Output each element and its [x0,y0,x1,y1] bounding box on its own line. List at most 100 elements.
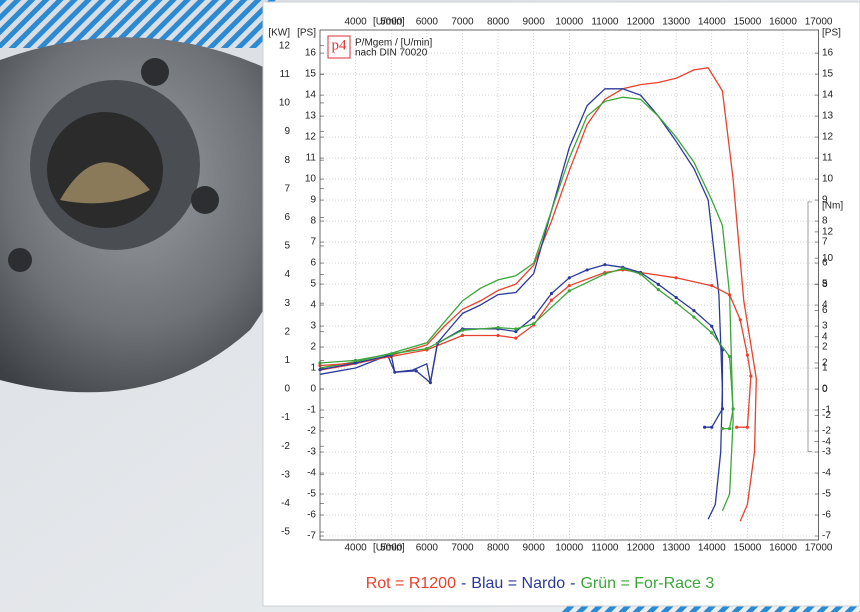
y-tick-label: 12 [279,40,291,51]
axis-bracket [807,201,812,453]
data-point [710,324,714,328]
series-line [319,267,734,430]
data-point [549,291,554,296]
x-tick-label: 10000 [555,17,583,28]
y-tick-label: 6 [822,258,828,269]
data-point [727,293,732,297]
data-point [389,352,393,356]
data-point [603,272,607,276]
data-point [585,268,589,272]
y-tick-label: 3 [310,321,316,332]
y-tick-label: 6 [284,212,290,223]
chart-subtitle: nach DIN 70020 [355,48,428,59]
y-tick-label: 8 [822,216,828,227]
y-tick-label: 4 [822,331,828,342]
y-tick-label: 8 [822,279,828,290]
y-tick-label: -4 [822,468,831,479]
data-point [460,328,465,332]
y-tick-label: -3 [281,469,290,480]
y-tick-label: 13 [822,111,834,122]
y-tick-label: 0 [284,384,290,395]
y-tick-label: 10 [305,174,317,185]
y-tick-label: 1 [284,355,290,366]
legend-entry: Grün = For-Race 3 [580,575,714,592]
data-point [428,381,433,385]
y-tick-label: 2 [822,358,828,369]
x-tick-label: 11000 [591,543,619,554]
data-point [674,276,678,280]
y-axis-label: [PS] [297,28,316,39]
y-tick-label: -5 [307,489,316,500]
y-tick-label: 0 [822,384,828,395]
y-tick-label: 0 [822,384,828,395]
data-point [749,374,753,378]
plot-frame [319,29,820,541]
data-point [727,426,732,431]
y-tick-label: 1 [310,363,316,374]
x-tick-label: 7000 [451,17,474,28]
y-tick-label: -1 [822,405,831,416]
y-tick-label: 10 [822,174,834,185]
data-point [514,336,518,340]
y-tick-label: 1 [822,363,828,374]
y-tick-label: 3 [822,321,828,332]
y-tick-label: -1 [281,412,290,423]
data-point [393,370,397,374]
data-point [703,425,707,429]
x-tick-label: 8000 [487,17,510,28]
y-tick-label: 7 [310,237,316,248]
y-tick-label: 4 [822,300,828,311]
x-tick-label: 17000 [805,17,833,28]
y-tick-label: 2 [822,342,828,353]
y-tick-label: 15 [305,69,317,80]
data-point [710,284,714,288]
legend-entry: Rot = R1200 [366,575,456,592]
y-axis-label: [Nm] [822,201,843,212]
y-tick-label: 16 [305,48,317,59]
x-tick-label: 4000 [344,17,367,28]
data-point [745,425,749,429]
y-tick-label: -4 [281,498,290,509]
y-tick-label: -7 [822,531,831,542]
y-axis-label: [PS] [822,28,841,39]
data-point [514,329,518,334]
y-tick-label: 8 [284,155,290,166]
y-tick-label: 4 [284,269,290,280]
data-point [710,425,714,429]
legend-separator: - [461,575,466,592]
logo: p4 [332,37,348,53]
y-tick-label: -5 [281,527,290,538]
y-tick-label: 6 [822,305,828,316]
x-tick-label: 12000 [627,543,655,554]
data-point [532,322,536,326]
data-point [720,407,725,411]
y-tick-label: 2 [310,342,316,353]
y-tick-label: -3 [822,447,831,458]
x-tick-label: 12000 [627,17,655,28]
data-point [354,358,358,362]
y-tick-label: -1 [307,405,316,416]
y-tick-label: 3 [284,298,290,309]
x-tick-label: 14000 [698,543,726,554]
x-tick-label: 8000 [487,543,510,554]
x-tick-label: 16000 [769,543,797,554]
y-tick-label: 16 [822,48,834,59]
data-point [638,272,643,276]
data-point [425,346,429,351]
data-point [710,331,714,335]
x-tick-label: 17000 [805,543,833,554]
data-point [738,318,742,322]
legend-separator: - [570,575,575,592]
x-tick-label: 5000 [380,17,403,28]
y-tick-label: 11 [280,69,291,80]
y-tick-label: -2 [822,410,831,421]
y-tick-label: 5 [284,241,290,252]
data-point [674,301,678,305]
y-tick-label: -4 [822,436,831,447]
data-point [567,276,571,280]
y-tick-label: -6 [307,510,316,521]
x-tick-label: 11000 [591,17,619,28]
x-tick-label: 4000 [344,543,367,554]
legend: Rot = R1200- Blau = Nardo - Grün = For-Race… [366,575,715,592]
y-axis-label: [KW] [268,28,290,39]
